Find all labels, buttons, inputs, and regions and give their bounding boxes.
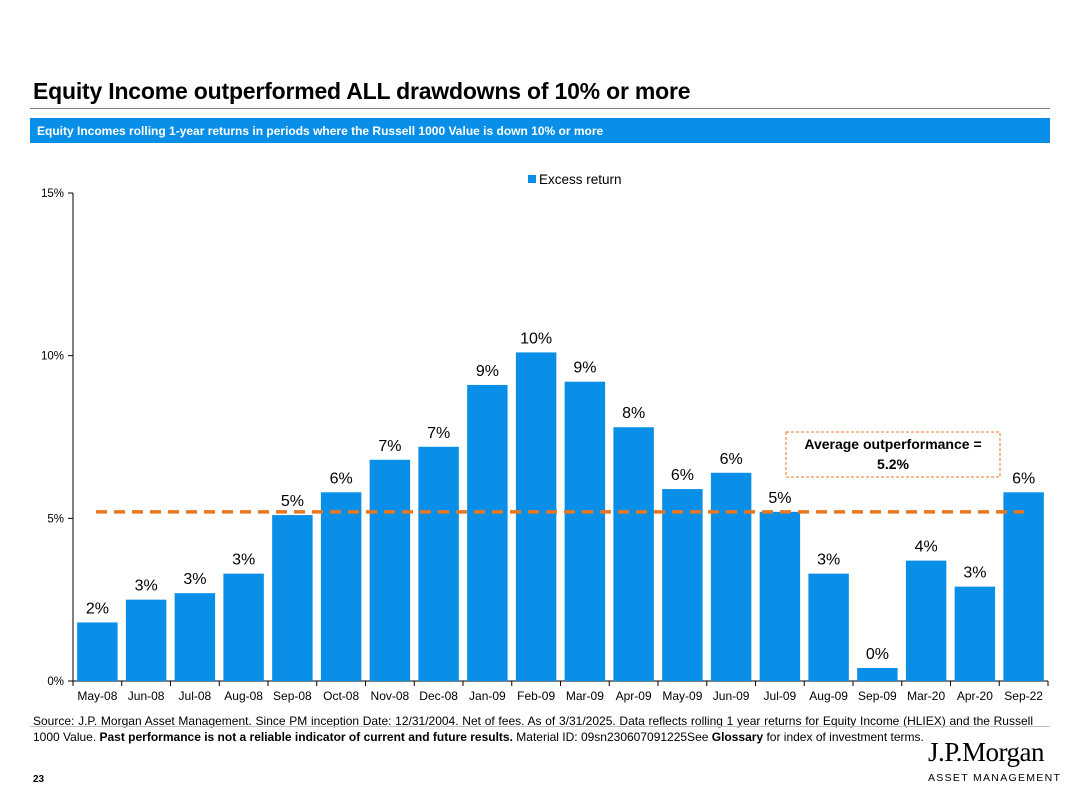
x-tick-label: Sep-22 — [1004, 689, 1043, 703]
data-label: 7% — [378, 438, 401, 455]
x-tick-label: Sep-09 — [858, 689, 897, 703]
bar-sep-09 — [857, 667, 898, 681]
data-label: 5% — [281, 493, 304, 510]
y-tick-label: 0% — [47, 676, 64, 688]
x-tick-label: Mar-09 — [566, 689, 604, 703]
x-tick-label: Aug-08 — [224, 689, 263, 703]
bar-sep-22 — [1003, 492, 1044, 681]
bar-aug-09 — [808, 573, 849, 681]
data-label: 9% — [573, 360, 596, 377]
bar-jun-09 — [710, 472, 752, 681]
y-tick-label: 5% — [47, 513, 64, 525]
source-text-1: Source: J.P. Morgan Asset Management. Si… — [33, 714, 1033, 744]
glossary-reference: Glossary — [711, 730, 764, 744]
x-tick-label: Jul-09 — [764, 689, 797, 703]
x-tick-label: Feb-09 — [517, 689, 555, 703]
data-label: 0% — [866, 646, 889, 663]
data-label: 3% — [817, 552, 840, 569]
annotation-box — [785, 431, 1001, 478]
x-tick-label: May-09 — [662, 689, 702, 703]
x-tick-label: Jan-09 — [469, 689, 506, 703]
past-performance-disclaimer: Past performance is not a reliable indic… — [99, 730, 513, 744]
x-tick-label: Mar-20 — [907, 689, 945, 703]
x-tick-label: Nov-08 — [371, 689, 410, 703]
y-tick-label: 15% — [41, 188, 64, 200]
data-label: 6% — [1012, 470, 1035, 487]
bar-feb-09 — [515, 352, 557, 681]
title-divider — [30, 108, 1050, 109]
x-tick-label: Sep-08 — [273, 689, 312, 703]
data-label: 3% — [232, 552, 255, 569]
bar-jun-08 — [125, 599, 167, 681]
data-label: 6% — [720, 451, 743, 468]
legend-swatch — [528, 175, 536, 183]
data-label: 3% — [183, 571, 206, 588]
logo-tagline: ASSET MANAGEMENT — [928, 772, 1062, 784]
bar-jul-08 — [174, 593, 216, 681]
bar-apr-20 — [954, 586, 996, 681]
bar-may-09 — [662, 489, 703, 681]
x-tick-label: Aug-09 — [809, 689, 848, 703]
source-text-2: Material ID: 09sn230607091225See — [512, 730, 712, 744]
data-label: 9% — [476, 363, 499, 380]
excess-return-bar-chart: 0% 5% 10% 15% 2% May-08 3% Jun-08 3% Jul-08 3% Aug-… — [41, 172, 1049, 703]
data-label: 6% — [671, 467, 694, 484]
x-tick-label: Apr-09 — [616, 689, 652, 703]
bar-aug-08 — [223, 573, 264, 681]
source-text-3: for index of investment terms. — [763, 730, 924, 744]
bar-apr-09 — [613, 427, 654, 681]
bar-mar-20 — [905, 560, 947, 681]
data-label: 5% — [768, 490, 791, 507]
x-tick-label: Dec-08 — [419, 689, 458, 703]
page-number: 23 — [33, 774, 45, 785]
data-label: 7% — [427, 425, 450, 442]
y-tick-label: 10% — [41, 351, 64, 363]
bar-dec-08 — [418, 446, 459, 681]
data-label: 3% — [135, 578, 158, 595]
annotation-line-2: 5.2% — [877, 456, 909, 472]
chart-subtitle: Equity Incomes rolling 1-year returns in… — [37, 124, 604, 138]
annotation-line-1: Average outperformance = — [804, 436, 981, 452]
bar-oct-08 — [320, 492, 362, 681]
data-label: 2% — [86, 600, 109, 617]
bar-sep-08 — [272, 515, 313, 681]
bar-mar-09 — [564, 381, 606, 681]
x-tick-label: Jun-08 — [128, 689, 165, 703]
legend-label: Excess return — [539, 172, 622, 187]
data-label: 8% — [622, 405, 645, 422]
subtitle-bar: Equity Incomes rolling 1-year returns in… — [30, 118, 1050, 143]
bar-jan-09 — [467, 384, 508, 681]
data-label: 3% — [963, 565, 986, 582]
data-label: 4% — [915, 539, 938, 556]
x-tick-label: Jul-08 — [179, 689, 212, 703]
footer-divider — [30, 726, 1050, 727]
bar-nov-08 — [369, 459, 411, 681]
bar-may-08 — [77, 622, 118, 681]
page-title: Equity Income outperformed ALL drawdowns… — [33, 78, 691, 104]
data-label: 10% — [520, 330, 552, 347]
data-label: 6% — [330, 470, 353, 487]
source-note: Source: J.P. Morgan Asset Management. Si… — [33, 713, 1033, 745]
x-tick-label: Jun-09 — [713, 689, 750, 703]
x-tick-label: Oct-08 — [323, 689, 359, 703]
logo-wordmark: J.P.Morgan — [928, 737, 1045, 767]
x-tick-label: Apr-20 — [957, 689, 993, 703]
bar-jul-09 — [759, 511, 801, 681]
jpmorgan-logo: J.P.Morgan ASSET MANAGEMENT — [928, 737, 1062, 784]
x-tick-label: May-08 — [77, 689, 117, 703]
